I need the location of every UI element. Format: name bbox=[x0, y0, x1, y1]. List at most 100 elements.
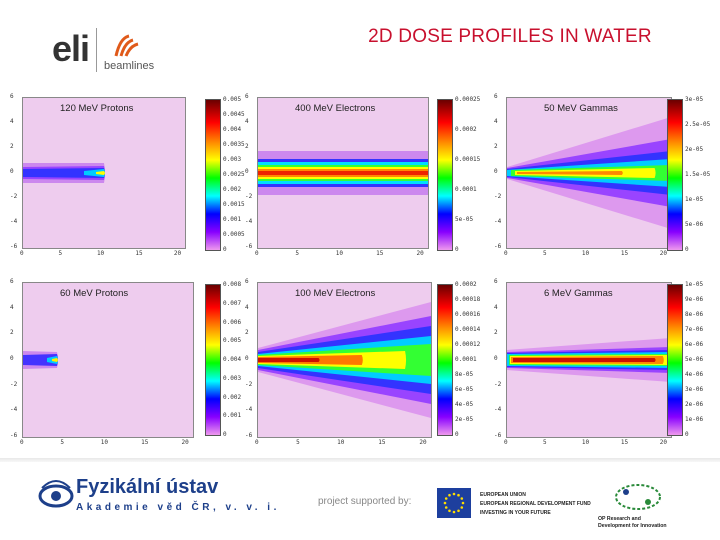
institute-subtitle: Akademie věd ČR, v. v. i. bbox=[76, 502, 280, 513]
colorbar-label: 0.00025 bbox=[455, 96, 481, 103]
colorbar-label: 0.0002 bbox=[455, 126, 477, 133]
panel-title: 6 MeV Gammas bbox=[544, 288, 613, 299]
y-tick-label: -4 bbox=[245, 406, 253, 414]
colorbar bbox=[437, 99, 453, 251]
y-tick-label: 0 bbox=[10, 355, 14, 362]
colorbar-label: 4e-06 bbox=[685, 371, 704, 378]
colorbar-label: 0.003 bbox=[223, 374, 242, 382]
x-tick-label: 5 bbox=[542, 250, 547, 257]
x-tick-label: 5 bbox=[542, 439, 547, 446]
y-tick-label: 4 bbox=[245, 118, 249, 125]
y-tick-label: -6 bbox=[10, 243, 18, 250]
colorbar bbox=[205, 284, 221, 436]
op-rdi-logo-icon bbox=[615, 484, 661, 510]
colorbar-label: 0.0001 bbox=[455, 356, 477, 363]
logo-divider bbox=[96, 28, 97, 72]
x-tick-label: 5 bbox=[58, 250, 63, 257]
colorbar-label: 0.00018 bbox=[455, 296, 481, 303]
dose-plot bbox=[257, 282, 432, 438]
colorbar-label: 0.007 bbox=[223, 299, 242, 307]
dose-contour bbox=[23, 168, 105, 178]
colorbar-label: 6e-05 bbox=[455, 386, 474, 393]
dose-plot bbox=[506, 97, 672, 249]
eli-beamlines-logo: eli beamlines bbox=[52, 28, 192, 74]
beamlines-mark-icon bbox=[114, 34, 139, 57]
institute-name: Fyzikální ústav bbox=[76, 476, 219, 498]
colorbar-label: 0.005 bbox=[223, 96, 242, 103]
dose-contour bbox=[23, 354, 58, 366]
x-tick-label: 15 bbox=[378, 439, 386, 446]
eu-line-1: EUROPEAN UNION bbox=[480, 492, 526, 498]
panel-title: 400 MeV Electrons bbox=[295, 103, 376, 114]
y-tick-label: 4 bbox=[494, 303, 498, 311]
y-tick-label: -2 bbox=[494, 193, 502, 200]
colorbar bbox=[667, 99, 683, 251]
colorbar bbox=[205, 99, 221, 251]
footer-divider bbox=[0, 458, 720, 464]
colorbar-label: 8e-06 bbox=[685, 311, 704, 318]
x-tick-label: 20 bbox=[659, 250, 668, 257]
x-tick-label: 5 bbox=[60, 439, 64, 446]
op-line-1: OP Research and bbox=[598, 516, 641, 522]
colorbar-label: 2e-06 bbox=[685, 401, 704, 408]
eu-line-2: EUROPEAN REGIONAL DEVELOPMENT FUND bbox=[480, 501, 591, 507]
dose-plot bbox=[506, 282, 672, 438]
x-tick-label: 10 bbox=[337, 439, 345, 446]
y-tick-label: 0 bbox=[10, 168, 14, 175]
footer: Fyzikální ústav Akademie věd ČR, v. v. i… bbox=[0, 462, 720, 540]
y-tick-label: -2 bbox=[10, 193, 18, 200]
x-tick-label: 15 bbox=[620, 439, 629, 446]
y-tick-label: -2 bbox=[10, 380, 18, 388]
colorbar-label: 9e-06 bbox=[685, 296, 704, 303]
x-tick-label: 20 bbox=[659, 439, 668, 446]
x-tick-label: 0 bbox=[255, 250, 259, 257]
panel-title: 100 MeV Electrons bbox=[295, 288, 376, 299]
panel-title: 50 MeV Gammas bbox=[544, 103, 618, 114]
colorbar-label: 0.002 bbox=[223, 393, 242, 401]
colorbar-label: 3e-06 bbox=[685, 386, 704, 393]
x-tick-label: 15 bbox=[141, 439, 149, 446]
y-tick-label: 0 bbox=[494, 355, 498, 362]
colorbar-label: 0.00015 bbox=[455, 156, 481, 163]
colorbar-label: 0.0025 bbox=[223, 171, 245, 178]
colorbar-label: 0 bbox=[685, 431, 689, 438]
dose-contour bbox=[258, 358, 320, 362]
dose-contour bbox=[84, 169, 105, 177]
colorbar bbox=[437, 284, 453, 436]
y-tick-label: 0 bbox=[245, 355, 249, 362]
y-tick-label: -6 bbox=[494, 432, 502, 439]
colorbar-label: 0 bbox=[223, 431, 227, 438]
colorbar-label: 0.0002 bbox=[455, 281, 477, 288]
y-tick-label: 2 bbox=[10, 329, 14, 337]
y-tick-label: 4 bbox=[245, 303, 249, 311]
y-tick-label: -4 bbox=[494, 406, 502, 414]
x-tick-label: 20 bbox=[419, 439, 427, 446]
x-tick-label: 20 bbox=[181, 439, 189, 446]
x-tick-label: 5 bbox=[295, 250, 299, 257]
y-tick-label: 4 bbox=[10, 303, 14, 311]
colorbar-label: 0.0001 bbox=[455, 186, 477, 193]
colorbar-label: 0.004 bbox=[223, 356, 242, 363]
dose-contour bbox=[517, 171, 623, 175]
x-tick-label: 15 bbox=[135, 250, 143, 257]
y-tick-label: -6 bbox=[494, 243, 502, 250]
x-tick-label: 10 bbox=[581, 439, 590, 446]
y-tick-label: -4 bbox=[494, 218, 502, 225]
x-tick-label: 10 bbox=[100, 439, 108, 446]
y-tick-label: 2 bbox=[494, 329, 498, 337]
y-tick-label: 6 bbox=[494, 93, 498, 100]
colorbar-label: 4e-05 bbox=[455, 401, 474, 408]
colorbar-label: 0 bbox=[223, 246, 227, 253]
x-tick-label: 20 bbox=[173, 250, 182, 257]
x-tick-label: 15 bbox=[620, 250, 629, 257]
logo-eli-text: eli bbox=[52, 28, 90, 69]
colorbar-label: 0.0035 bbox=[223, 141, 245, 148]
dose-contour bbox=[513, 358, 656, 362]
colorbar-label: 2e-05 bbox=[455, 416, 474, 423]
y-tick-label: 4 bbox=[494, 118, 498, 125]
colorbar bbox=[667, 284, 683, 436]
colorbar-label: 1e-05 bbox=[685, 196, 704, 203]
dose-plot bbox=[22, 97, 186, 249]
y-tick-label: -6 bbox=[10, 432, 18, 439]
slide-title: 2D DOSE PROFILES IN WATER bbox=[368, 26, 652, 47]
